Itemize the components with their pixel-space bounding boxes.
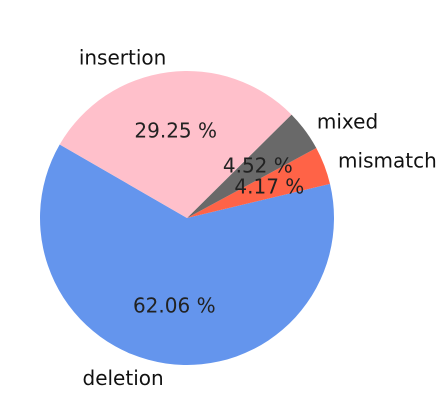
category-label-mismatch: mismatch bbox=[338, 148, 437, 172]
percent-label-insertion: 29.25 % bbox=[134, 119, 217, 143]
pie-slice-mixed bbox=[187, 114, 317, 218]
percent-label-mismatch: 4.17 % bbox=[234, 175, 304, 199]
percent-label-deletion: 62.06 % bbox=[133, 293, 216, 317]
category-label-mixed: mixed bbox=[317, 110, 378, 134]
pie-slice-insertion bbox=[59, 71, 292, 218]
pie-slice-mismatch bbox=[187, 148, 330, 218]
pie-slice-deletion bbox=[40, 144, 335, 366]
category-label-insertion: insertion bbox=[79, 46, 167, 70]
category-label-deletion: deletion bbox=[83, 366, 164, 390]
percent-label-mixed: 4.52 % bbox=[223, 153, 293, 177]
